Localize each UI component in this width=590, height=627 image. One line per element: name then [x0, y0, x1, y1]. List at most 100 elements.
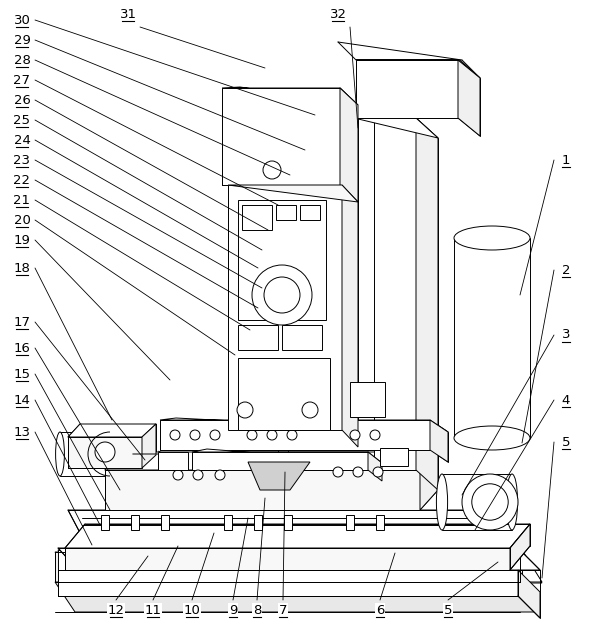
- Ellipse shape: [437, 474, 448, 530]
- Polygon shape: [105, 452, 438, 470]
- Circle shape: [215, 470, 225, 480]
- Bar: [346, 515, 354, 530]
- Text: 6: 6: [376, 604, 384, 616]
- Polygon shape: [368, 452, 382, 481]
- Circle shape: [193, 470, 203, 480]
- Bar: [242, 205, 272, 230]
- Text: 26: 26: [14, 93, 31, 107]
- Ellipse shape: [55, 432, 64, 476]
- Ellipse shape: [462, 474, 518, 530]
- Polygon shape: [192, 449, 382, 463]
- Text: 4: 4: [562, 394, 570, 406]
- Polygon shape: [510, 524, 530, 570]
- Circle shape: [210, 430, 220, 440]
- Text: 29: 29: [14, 33, 31, 46]
- Bar: [300, 205, 320, 220]
- Polygon shape: [55, 552, 540, 580]
- Polygon shape: [68, 510, 522, 548]
- Bar: [228, 185, 342, 430]
- Text: 12: 12: [107, 604, 124, 616]
- Polygon shape: [105, 470, 420, 510]
- Polygon shape: [65, 524, 530, 548]
- Bar: [222, 88, 340, 185]
- Text: 7: 7: [278, 604, 287, 616]
- Bar: [380, 448, 408, 466]
- Polygon shape: [356, 60, 480, 78]
- Polygon shape: [65, 548, 510, 570]
- Text: 24: 24: [14, 134, 31, 147]
- Text: 5: 5: [562, 436, 571, 448]
- Text: 27: 27: [14, 73, 31, 87]
- Circle shape: [237, 402, 253, 418]
- Polygon shape: [142, 424, 156, 468]
- Text: 1: 1: [562, 154, 571, 167]
- Bar: [238, 325, 278, 350]
- Polygon shape: [55, 552, 520, 582]
- Bar: [101, 515, 109, 530]
- Circle shape: [353, 467, 363, 477]
- Text: 9: 9: [229, 604, 237, 616]
- Polygon shape: [458, 60, 480, 136]
- Circle shape: [173, 470, 183, 480]
- Circle shape: [190, 430, 200, 440]
- Bar: [282, 325, 322, 350]
- Text: 16: 16: [14, 342, 31, 354]
- Bar: [276, 205, 296, 220]
- Circle shape: [302, 402, 318, 418]
- Circle shape: [373, 467, 383, 477]
- Text: 30: 30: [14, 14, 31, 26]
- Text: 20: 20: [14, 214, 31, 226]
- Polygon shape: [68, 437, 142, 468]
- Circle shape: [247, 430, 257, 440]
- Circle shape: [95, 442, 115, 462]
- Circle shape: [252, 265, 312, 325]
- Text: 32: 32: [329, 8, 346, 21]
- Polygon shape: [420, 452, 438, 510]
- Bar: [238, 200, 326, 320]
- Bar: [254, 515, 262, 530]
- Text: 13: 13: [14, 426, 31, 438]
- Bar: [374, 118, 416, 470]
- Bar: [131, 515, 139, 530]
- Polygon shape: [430, 420, 448, 462]
- Text: 19: 19: [14, 233, 31, 246]
- Ellipse shape: [454, 426, 530, 450]
- Circle shape: [287, 430, 297, 440]
- Polygon shape: [160, 420, 430, 450]
- Polygon shape: [58, 548, 540, 570]
- Text: 22: 22: [14, 174, 31, 186]
- Polygon shape: [68, 424, 156, 437]
- Polygon shape: [416, 118, 438, 490]
- Text: 15: 15: [14, 367, 31, 381]
- Text: 18: 18: [14, 261, 31, 275]
- Polygon shape: [222, 87, 358, 105]
- Polygon shape: [160, 418, 448, 432]
- Ellipse shape: [506, 474, 517, 530]
- Polygon shape: [192, 452, 368, 470]
- Bar: [224, 515, 232, 530]
- Ellipse shape: [454, 226, 530, 250]
- Circle shape: [170, 430, 180, 440]
- Polygon shape: [58, 570, 518, 596]
- Text: 5: 5: [444, 604, 453, 616]
- Polygon shape: [58, 550, 542, 582]
- Bar: [350, 382, 385, 417]
- Polygon shape: [354, 118, 438, 138]
- Text: 10: 10: [183, 604, 201, 616]
- Text: 11: 11: [145, 604, 162, 616]
- Bar: [161, 515, 169, 530]
- Text: 21: 21: [14, 194, 31, 206]
- Polygon shape: [58, 550, 522, 582]
- Text: 17: 17: [14, 315, 31, 329]
- Polygon shape: [248, 462, 310, 490]
- Polygon shape: [340, 88, 358, 202]
- Text: 28: 28: [14, 53, 31, 66]
- Bar: [238, 358, 330, 430]
- Text: 2: 2: [562, 263, 571, 277]
- Polygon shape: [228, 185, 358, 202]
- Ellipse shape: [263, 161, 281, 179]
- Polygon shape: [55, 582, 540, 612]
- Bar: [356, 60, 458, 118]
- Circle shape: [333, 467, 343, 477]
- Polygon shape: [342, 185, 358, 447]
